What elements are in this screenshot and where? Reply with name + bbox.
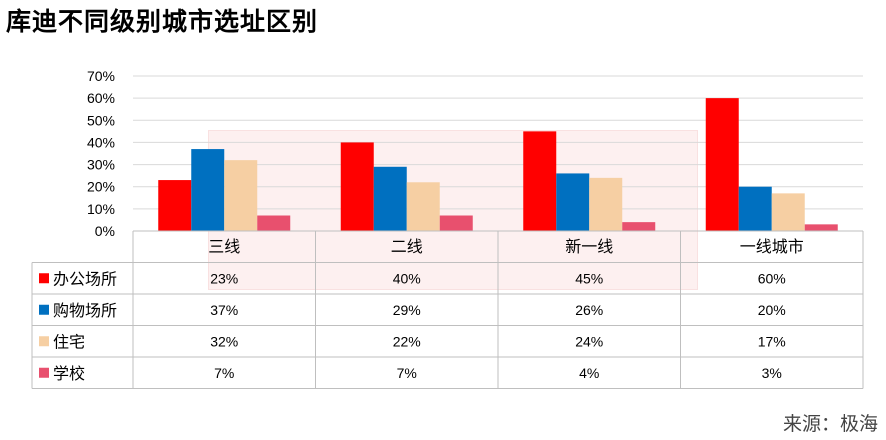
data-label: 7%	[397, 365, 417, 381]
bar	[804, 224, 838, 231]
legend-label: 学校	[53, 364, 85, 383]
data-label: 37%	[210, 302, 238, 318]
data-label: 17%	[758, 333, 786, 349]
bar	[406, 182, 440, 231]
y-tick-label: 10%	[87, 201, 115, 217]
data-label: 32%	[210, 333, 238, 349]
bar	[771, 193, 805, 231]
bar	[556, 173, 590, 231]
bar	[191, 149, 225, 231]
bar	[622, 222, 656, 231]
data-label: 7%	[214, 365, 234, 381]
data-label: 22%	[393, 333, 421, 349]
bar	[257, 215, 291, 231]
data-label: 45%	[575, 270, 603, 286]
bar	[705, 98, 739, 232]
bar	[439, 215, 473, 231]
x-tick-label: 一线城市	[740, 237, 804, 256]
data-label: 40%	[393, 270, 421, 286]
bar	[738, 186, 772, 231]
data-label: 29%	[393, 302, 421, 318]
y-tick-label: 40%	[87, 134, 115, 150]
x-tick-label: 新一线	[565, 237, 613, 256]
bar	[589, 177, 623, 231]
data-label: 26%	[575, 302, 603, 318]
x-tick-label: 三线	[208, 237, 240, 256]
legend-swatch	[39, 304, 49, 315]
data-label: 20%	[758, 302, 786, 318]
y-tick-label: 50%	[87, 112, 115, 128]
x-tick-label: 二线	[391, 237, 423, 256]
bar	[158, 180, 192, 231]
bar	[224, 160, 258, 231]
data-label: 3%	[762, 365, 782, 381]
y-tick-label: 20%	[87, 179, 115, 195]
y-tick-label: 60%	[87, 90, 115, 106]
legend-swatch	[39, 367, 49, 378]
source-note: 来源：极海	[782, 413, 878, 435]
legend-label: 办公场所	[53, 269, 117, 288]
bar	[523, 131, 557, 231]
legend-swatch	[39, 336, 49, 347]
legend-label: 住宅	[53, 332, 85, 351]
data-label: 24%	[575, 333, 603, 349]
y-tick-label: 70%	[87, 68, 115, 84]
bar	[373, 166, 407, 231]
y-tick-label: 0%	[95, 223, 115, 239]
data-label: 60%	[758, 270, 786, 286]
bar	[340, 142, 374, 231]
legend-swatch	[39, 273, 49, 284]
y-tick-label: 30%	[87, 157, 115, 173]
data-label: 4%	[579, 365, 599, 381]
data-label: 23%	[210, 270, 238, 286]
legend-label: 购物场所	[53, 301, 117, 320]
chart-title: 库迪不同级别城市选址区别	[6, 7, 319, 36]
